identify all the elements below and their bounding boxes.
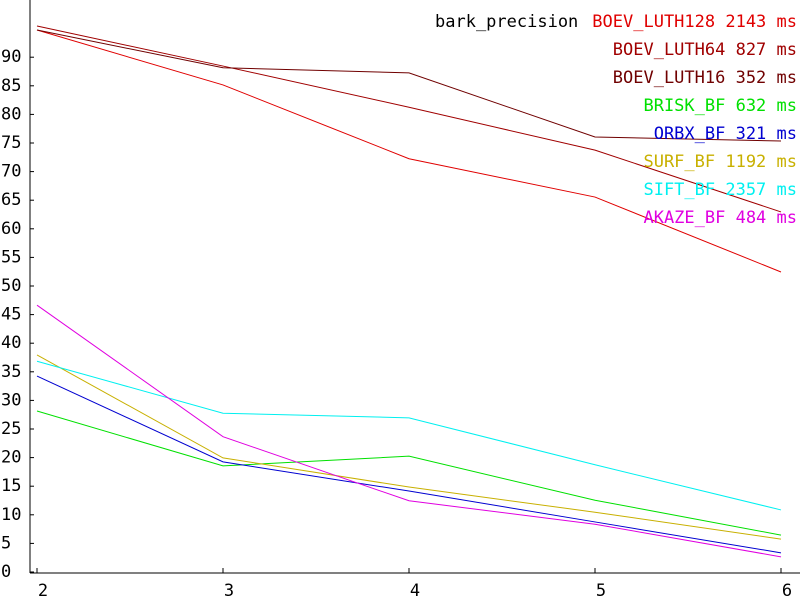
chart-title: bark_precision xyxy=(435,12,578,32)
y-tick-label: 90 xyxy=(1,47,21,67)
y-tick-label: 25 xyxy=(1,419,21,439)
x-tick-label: 6 xyxy=(782,581,792,600)
y-tick-label: 35 xyxy=(1,362,21,382)
y-tick-label: 0 xyxy=(1,562,11,582)
series-line xyxy=(36,375,782,554)
legend-entry: ORBX_BF 321 ms xyxy=(654,124,797,144)
series-line xyxy=(36,354,782,540)
y-tick-label: 5 xyxy=(1,533,11,553)
x-tick-label: 3 xyxy=(224,581,234,600)
series-line xyxy=(36,410,782,536)
legend-entry: BOEV_LUTH16 352 ms xyxy=(613,68,797,88)
series-line xyxy=(36,25,782,213)
x-tick-label: 5 xyxy=(596,581,606,600)
series-line xyxy=(36,360,782,511)
y-tick-label: 30 xyxy=(1,390,21,410)
legend-entry: SURF_BF 1192 ms xyxy=(643,152,797,172)
y-tick-label: 75 xyxy=(1,133,21,153)
y-tick-label: 50 xyxy=(1,276,21,296)
legend-entry: BRISK_BF 632 ms xyxy=(643,96,797,116)
series-line xyxy=(36,29,782,142)
y-tick-label: 60 xyxy=(1,219,21,239)
x-tick-label: 4 xyxy=(410,581,420,600)
y-tick-label: 40 xyxy=(1,333,21,353)
y-tick-label: 85 xyxy=(1,76,21,96)
legend-entry: SIFT_BF 2357 ms xyxy=(643,180,797,200)
y-tick-label: 10 xyxy=(1,505,21,525)
y-tick-label: 65 xyxy=(1,190,21,210)
series-line xyxy=(36,29,782,273)
y-tick-label: 15 xyxy=(1,476,21,496)
legend-entry: AKAZE_BF 484 ms xyxy=(643,208,797,228)
y-tick-label: 55 xyxy=(1,247,21,267)
y-tick-label: 80 xyxy=(1,104,21,124)
x-tick-label: 2 xyxy=(38,581,48,600)
series-line xyxy=(36,304,782,558)
y-tick-label: 70 xyxy=(1,162,21,182)
y-tick-label: 20 xyxy=(1,448,21,468)
legend-entry: BOEV_LUTH64 827 ms xyxy=(613,40,797,60)
y-tick-label: 45 xyxy=(1,305,21,325)
legend-entry: BOEV_LUTH128 2143 ms xyxy=(592,12,797,32)
